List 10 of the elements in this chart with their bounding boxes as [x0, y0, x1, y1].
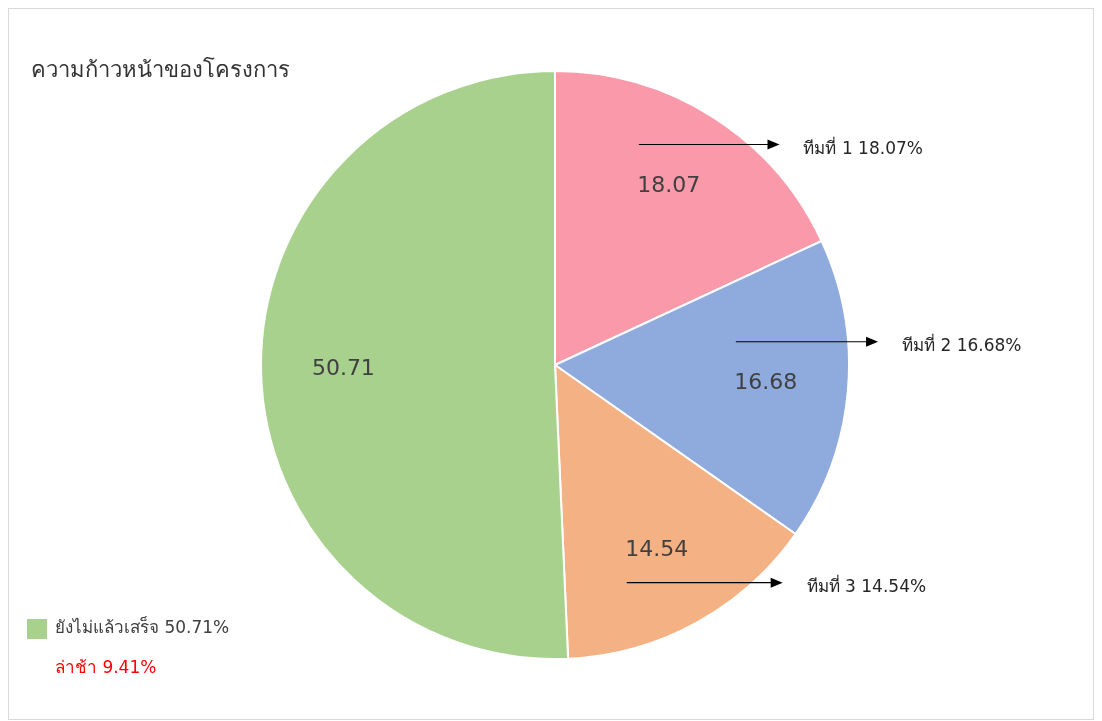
text: ล่าช้า 9.41% [55, 657, 157, 678]
slice-label: ทีมที่ 3 14.54% [806, 574, 927, 597]
data-label: 16.68 [734, 369, 798, 395]
slice-label: ทีมที่ 2 16.68% [902, 333, 1022, 356]
data-label: 14.54 [625, 536, 689, 562]
data-label: 50.71 [311, 355, 375, 381]
data-label: 18.07 [637, 172, 701, 198]
slice-label: ทีมที่ 1 18.07% [803, 135, 923, 158]
legend-label: ยังไม่แล้วเสร็จ 50.71% [55, 616, 230, 638]
chart-title: ความก้าวหน้าของโครงการ [31, 56, 290, 82]
